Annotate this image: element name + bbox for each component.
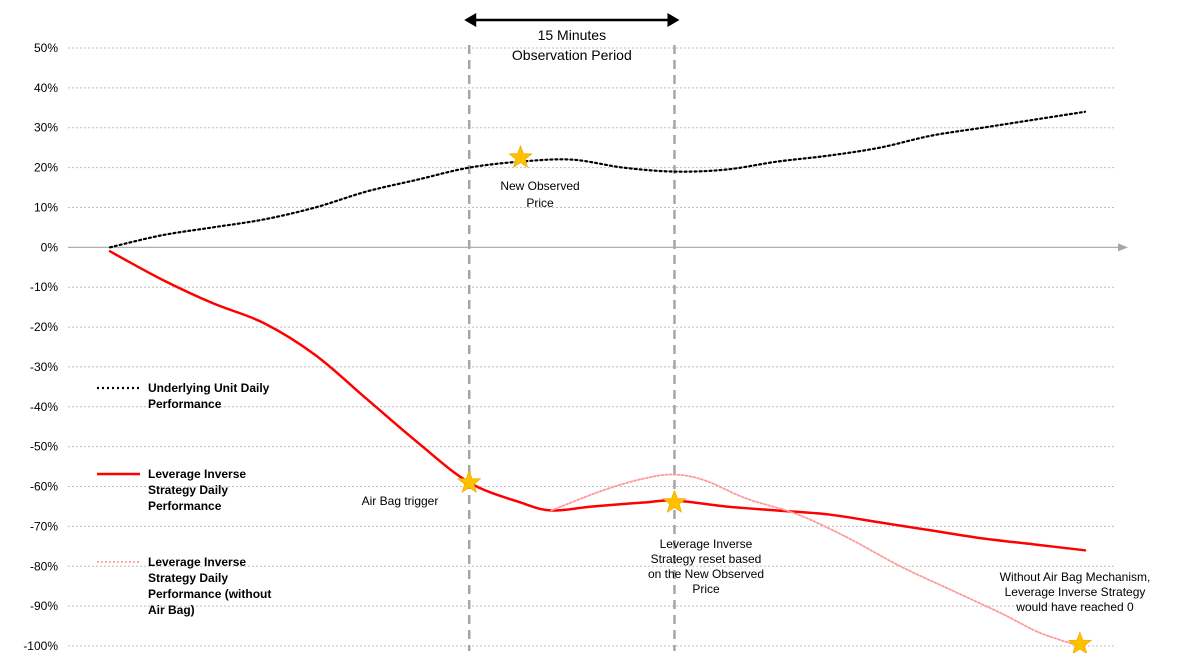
y-tick-label: -30%: [30, 360, 58, 374]
series-line-1: [108, 250, 1087, 552]
legend: Underlying Unit Daily Performance Leverage…: [97, 381, 271, 617]
y-tick-label: -70%: [30, 519, 58, 533]
legend-label: Air Bag): [148, 603, 195, 617]
legend-label: Performance: [148, 397, 222, 411]
period-label: Observation Period: [512, 47, 632, 63]
x-axis-arrow: [1118, 243, 1128, 252]
star-marker: [662, 489, 687, 513]
y-tick-label: 40%: [34, 81, 58, 95]
legend-label: Underlying Unit Daily: [148, 381, 270, 395]
y-tick-label: -50%: [30, 440, 58, 454]
without-airbag-label: Leverage Inverse Strategy: [1005, 585, 1146, 599]
legend-label: Strategy Daily: [148, 571, 228, 585]
period-arrow-right: [667, 13, 680, 27]
without-airbag-label: would have reached 0: [1015, 600, 1134, 614]
legend-label: Leverage Inverse: [148, 467, 246, 481]
y-tick-label: -80%: [30, 559, 58, 573]
reset-label: Strategy reset based: [651, 552, 762, 566]
y-tick-label: 50%: [34, 41, 58, 55]
without-airbag-label: Without Air Bag Mechanism,: [1000, 570, 1151, 584]
y-tick-label: 30%: [34, 121, 58, 135]
y-tick-label: -40%: [30, 400, 58, 414]
legend-label: Strategy Daily: [148, 483, 228, 497]
y-tick-label: -60%: [30, 480, 58, 494]
gridlines: [68, 47, 1115, 647]
airbag-trigger-label: Air Bag trigger: [362, 494, 439, 508]
reset-label: Leverage Inverse: [660, 537, 753, 551]
y-tick-label: -10%: [30, 280, 58, 294]
legend-label: Leverage Inverse: [148, 555, 246, 569]
series-lines: [108, 110, 1087, 647]
series-line-0: [108, 110, 1087, 249]
legend-label: Performance (without: [148, 587, 271, 601]
y-tick-label: 20%: [34, 161, 58, 175]
new-observed-label: New Observed: [500, 179, 579, 193]
period-label: 15 Minutes: [538, 27, 606, 43]
axes: 50% 40% 30% 20% 10% 0% -10% -20% -30% -40% -50% -60…: [23, 41, 1128, 653]
star-marker: [508, 144, 533, 169]
legend-label: Performance: [148, 499, 222, 513]
new-observed-label: Price: [526, 196, 554, 210]
reset-label: on the New Observed: [648, 567, 764, 581]
star-marker: [456, 469, 482, 494]
y-tick-label: -90%: [30, 599, 58, 613]
y-tick-label: -100%: [23, 639, 58, 653]
y-tick-label: 10%: [34, 200, 58, 214]
highlight-stars: [456, 144, 1093, 653]
annotations: 15 Minutes Observation Period New Observed…: [362, 13, 1151, 614]
star-marker: [1067, 631, 1093, 653]
series-line-2: [550, 473, 1081, 647]
period-arrow-left: [464, 13, 477, 27]
y-tick-label: 0%: [41, 240, 59, 254]
y-tick-label: -20%: [30, 320, 58, 334]
reset-label: Price: [692, 582, 720, 596]
